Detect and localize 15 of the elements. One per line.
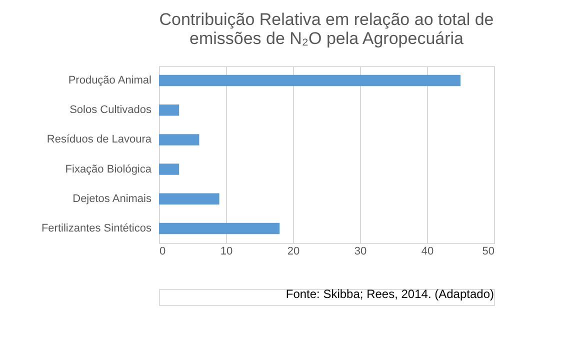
y-tick-label: Dejetos Animais <box>72 192 152 205</box>
y-tick-label: Resíduos de Lavoura <box>46 134 152 146</box>
x-tick-label: 50 <box>482 246 494 258</box>
y-tick-label: Fixação Biológica <box>65 163 152 176</box>
text: Contribuição Relativa em relação ao total de <box>159 10 494 29</box>
x-tick-label: 20 <box>287 246 300 258</box>
x-tick-label: 30 <box>354 246 367 258</box>
x-tick-label: 10 <box>220 246 233 258</box>
source-note: Fonte: Skibba; Rees, 2014. (Adaptado) <box>286 287 494 301</box>
y-tick-label: Fertilizantes Sintéticos <box>41 222 152 234</box>
x-tick-label: 40 <box>421 246 434 258</box>
y-tick-label: Solos Cultivados <box>70 104 152 116</box>
y-tick-label: Produção Animal <box>68 74 152 87</box>
text: emissões de N₂O pela Agropecuária <box>189 29 464 48</box>
x-tick-label: 0 <box>160 246 166 258</box>
